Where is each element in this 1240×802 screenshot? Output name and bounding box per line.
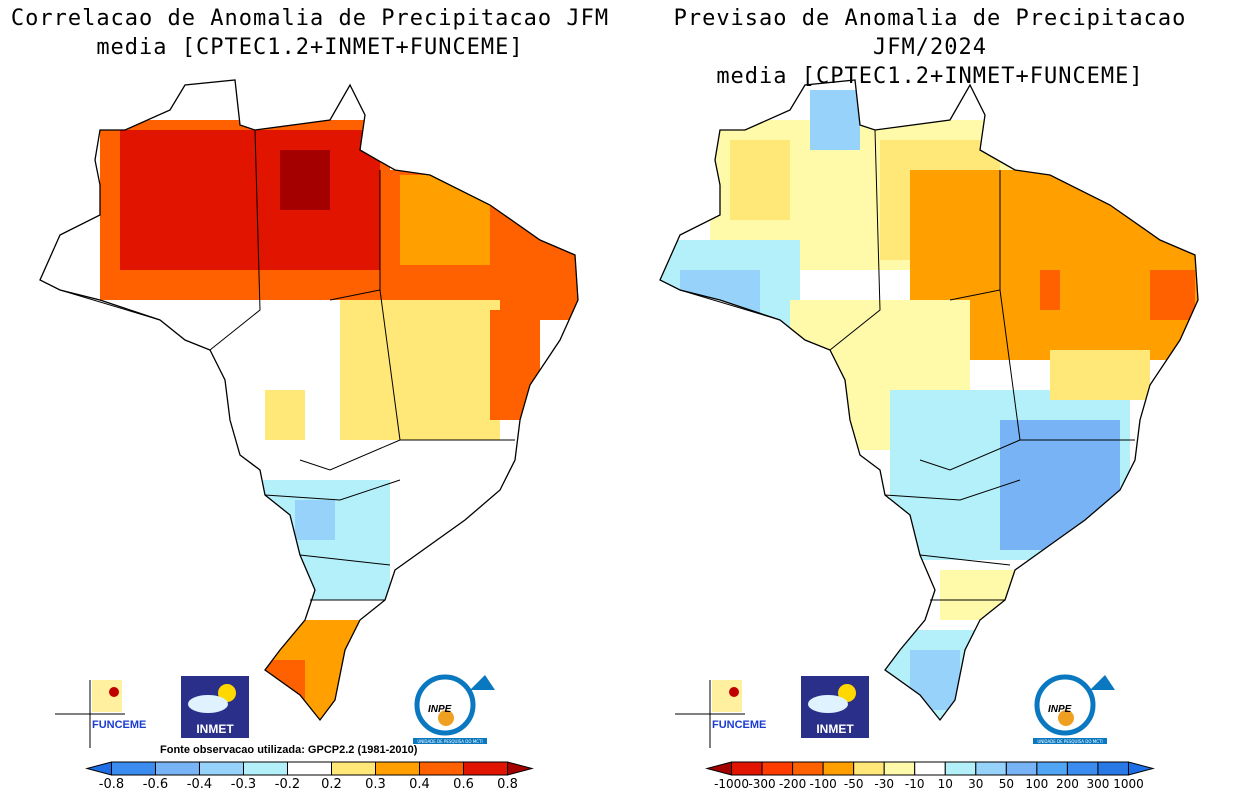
colorbar-tick-label: 30 <box>968 777 983 791</box>
inpe-text: INPE <box>1048 704 1072 715</box>
inmet-text: INMET <box>196 722 234 736</box>
colorbar-box <box>1097 761 1129 776</box>
inmet-logo-right: INMET <box>801 676 869 738</box>
inpe-text: INPE <box>428 704 452 715</box>
region-red-north <box>120 130 380 270</box>
colorbar-box <box>286 761 333 776</box>
colorbar-tick-label: 0.6 <box>453 777 474 792</box>
source-note: Fonte observacao utilizada: GPCP2.2 (198… <box>160 744 418 756</box>
colorbar-tick-label: -0.6 <box>143 777 168 792</box>
colorbar-tick-label: -10 <box>905 777 925 791</box>
funceme-logo: FUNCEME <box>55 680 146 748</box>
inpe-logo: INPE UNIDADE DE PESQUISA DO MCTI <box>413 674 495 744</box>
right-map-title: Previsao de Anomalia de Precipitacao JFM… <box>620 4 1240 91</box>
colorbar-box <box>242 761 288 776</box>
colorbar-box <box>883 761 916 776</box>
colorbar-box <box>419 761 465 776</box>
colorbar-box <box>761 761 794 776</box>
colorbar-tick-label: 50 <box>999 777 1014 791</box>
region-lightblue-west <box>160 340 180 365</box>
colorbar-high-arrow <box>507 761 534 776</box>
colorbar-box <box>463 761 509 776</box>
colorbar-tick-label: 100 <box>1025 777 1048 791</box>
colorbar-tick-label: -1000 <box>714 777 749 791</box>
region-blue-west <box>680 270 760 340</box>
colorbar-tick-label: -50 <box>844 777 864 791</box>
colorbar-tick-label: -30 <box>874 777 894 791</box>
colorbar-tick-label: -0.4 <box>187 777 212 792</box>
colorbar-tick-label: -0.3 <box>231 777 256 792</box>
colorbar-low-arrow <box>705 761 733 776</box>
left-title-line2: media [CPTEC1.2+INMET+FUNCEME] <box>96 35 524 60</box>
region-blue <box>295 500 335 540</box>
left-map-title: Correlacao de Anomalia de Precipitacao J… <box>0 4 620 62</box>
region-yellow-west <box>265 390 305 440</box>
colorbar-tick-label: -0.8 <box>99 777 124 792</box>
colorbar-box <box>110 761 156 776</box>
left-colorbar: -0.8 -0.6 -0.4 -0.3 -0.2 0.2 0.3 0.4 0.6 0.8 <box>85 761 534 792</box>
colorbar-high-arrow <box>1127 761 1155 776</box>
right-colorbar: -1000 -300 -200 -100 -50 -30 -10 10 30 50 100 200 30… <box>705 761 1155 791</box>
region-darkred <box>280 150 330 210</box>
colorbar-box <box>853 761 885 776</box>
colorbar-box <box>331 761 377 776</box>
inmet-logo: INMET <box>181 676 249 738</box>
inpe-logo-right: INPE UNIDADE DE PESQUISA DO MCTI <box>1033 674 1115 744</box>
region-blue-roraima <box>810 90 860 150</box>
region-orange-coast <box>490 310 540 420</box>
right-title-line2: media [CPTEC1.2+INMET+FUNCEME] <box>716 64 1144 89</box>
funceme-text: FUNCEME <box>712 719 766 731</box>
region-amber <box>400 175 490 265</box>
left-map <box>39 79 579 721</box>
colorbar-tick-label: 200 <box>1056 777 1079 791</box>
funceme-text: FUNCEME <box>92 719 146 731</box>
colorbar-box <box>944 761 977 776</box>
region-orange-dark-coast <box>1150 270 1195 320</box>
colorbar-tick-label: 1000 <box>1113 777 1144 791</box>
region-yellow-nw <box>730 140 790 220</box>
colorbar-box <box>375 761 421 776</box>
region-blue-south <box>910 650 960 710</box>
colorbar-tick-label: 0.3 <box>365 777 386 792</box>
left-title-line1: Correlacao de Anomalia de Precipitacao J… <box>10 6 610 31</box>
colorbar-box <box>822 761 855 776</box>
region-yellow-east <box>1050 350 1150 400</box>
colorbar-tick-label: 0.4 <box>409 777 430 792</box>
colorbar-tick-label: 10 <box>938 777 953 791</box>
colorbar-tick-label: 300 <box>1086 777 1109 791</box>
region-yellow-central <box>340 300 500 440</box>
colorbar-box <box>198 761 244 776</box>
colorbar-box <box>1066 761 1099 776</box>
colorbar-box <box>731 761 763 776</box>
colorbar-tick-label: 0.8 <box>497 777 518 792</box>
funceme-logo-right: FUNCEME <box>675 680 766 748</box>
colorbar-box <box>154 761 200 776</box>
colorbar-tick-label: 0.2 <box>321 777 342 792</box>
colorbar-box <box>792 761 824 776</box>
colorbar-box <box>914 761 946 776</box>
colorbar-tick-label: -100 <box>810 777 837 791</box>
inpe-subtext: UNIDADE DE PESQUISA DO MCTI <box>417 739 482 744</box>
right-map <box>659 79 1199 721</box>
region-orange-dark <box>1040 270 1060 310</box>
colorbar-box <box>1036 761 1068 776</box>
region-paleyellow-south <box>940 570 1020 620</box>
colorbar-low-arrow <box>85 761 112 776</box>
colorbar-box <box>1005 761 1038 776</box>
colorbar-box <box>975 761 1007 776</box>
colorbar-tick-label: -200 <box>779 777 806 791</box>
colorbar-tick-label: -0.2 <box>275 777 300 792</box>
inmet-text: INMET <box>816 722 854 736</box>
colorbar-tick-label: -300 <box>748 777 775 791</box>
inpe-subtext: UNIDADE DE PESQUISA DO MCTI <box>1037 739 1102 744</box>
right-title-line1: Previsao de Anomalia de Precipitacao JFM… <box>673 6 1187 60</box>
